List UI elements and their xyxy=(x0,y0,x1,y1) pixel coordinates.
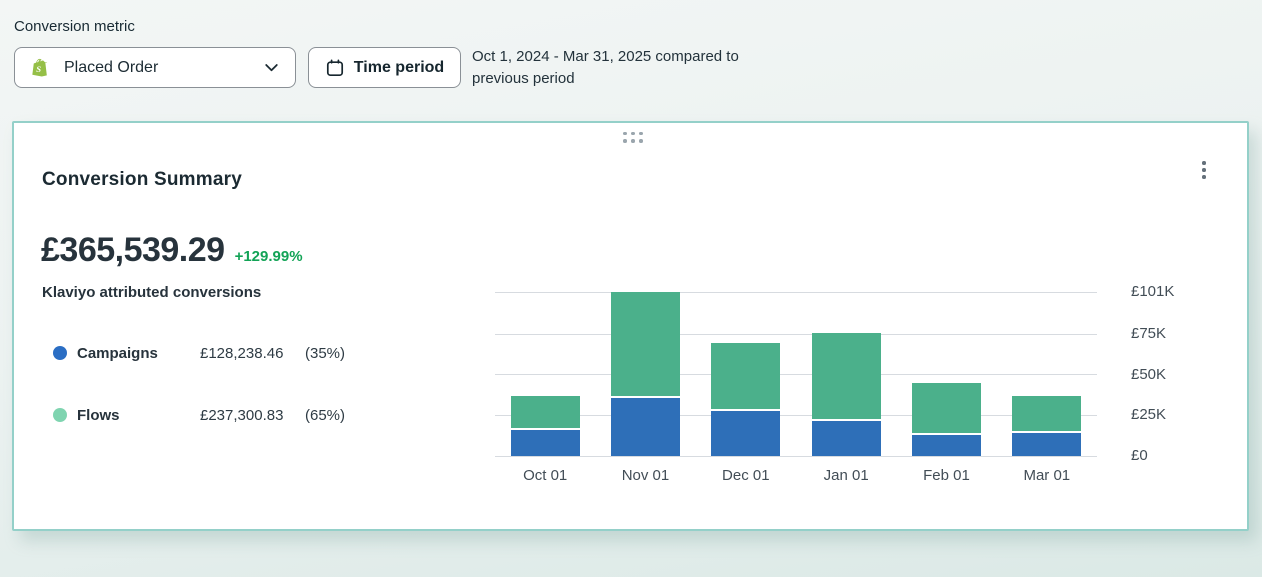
shopify-icon: S xyxy=(30,57,52,79)
legend-value: £128,238.46 xyxy=(200,344,284,362)
legend-item-campaigns[interactable]: Campaigns £128,238.46 (35%) xyxy=(53,344,345,362)
x-tick-label: Dec 01 xyxy=(722,467,770,484)
x-tick-label: Nov 01 xyxy=(621,467,670,484)
y-axis-labels: £0 £25K £50K £75K £101K xyxy=(1131,283,1226,464)
x-axis-labels: Oct 01 Nov 01 Dec 01 Jan 01 Feb 01 Mar 01 xyxy=(495,467,1097,489)
svg-text:S: S xyxy=(36,63,41,73)
x-tick-label: Mar 01 xyxy=(1023,467,1071,484)
x-tick-label: Oct 01 xyxy=(523,467,568,484)
x-tick-label: Jan 01 xyxy=(823,467,869,484)
date-range-text: Oct 1, 2024 - Mar 31, 2025 compared to p… xyxy=(472,48,739,87)
calendar-icon xyxy=(325,58,345,78)
flows-color-dot xyxy=(53,408,67,422)
gridline xyxy=(495,455,1097,457)
y-tick-label: £25K xyxy=(1131,406,1167,424)
legend-percent: (35%) xyxy=(305,344,346,362)
chart-plot xyxy=(495,291,1097,457)
x-tick-label: Feb 01 xyxy=(923,467,970,484)
gridline xyxy=(495,291,1097,293)
legend-percent: (65%) xyxy=(305,406,346,424)
y-tick-label: £101K xyxy=(1131,283,1175,300)
time-period-button[interactable]: Time period xyxy=(308,47,461,88)
legend-label: Flows xyxy=(77,406,120,424)
conversion-metric-value: Placed Order xyxy=(64,58,159,76)
conversion-metric-label: Conversion metric xyxy=(14,18,135,35)
conversion-summary-card: Conversion Summary £365,539.29 +129.99% … xyxy=(12,121,1249,531)
kebab-menu-icon[interactable] xyxy=(1190,153,1218,187)
y-tick-label: £50K xyxy=(1131,365,1167,383)
delta-percent-badge: +129.99% xyxy=(234,248,303,265)
bar-segment-flows[interactable] xyxy=(611,292,680,396)
bar-segment-flows[interactable] xyxy=(711,342,781,410)
bar-segment-campaigns[interactable] xyxy=(811,421,881,456)
legend-label: Campaigns xyxy=(77,344,158,362)
time-period-label: Time period xyxy=(353,58,445,76)
y-tick-label: £0 xyxy=(1131,447,1148,464)
total-conversions-value: £365,539.29 xyxy=(41,231,225,269)
bar-segment-campaigns[interactable] xyxy=(912,434,981,456)
drag-handle-icon[interactable] xyxy=(619,129,647,145)
gridline xyxy=(495,374,1097,376)
card-title: Conversion Summary xyxy=(42,169,242,190)
legend-item-flows[interactable]: Flows £237,300.83 (65%) xyxy=(53,406,345,424)
bar-segment-flows[interactable] xyxy=(510,396,580,429)
chevron-down-icon xyxy=(262,58,281,77)
bar-segment-campaigns[interactable] xyxy=(611,397,680,456)
conversion-metric-dropdown[interactable]: S Placed Order xyxy=(14,47,296,88)
bar-segment-flows[interactable] xyxy=(912,382,981,433)
card-subtitle: Klaviyo attributed conversions xyxy=(42,284,262,301)
legend-value: £237,300.83 xyxy=(200,406,284,424)
campaigns-color-dot xyxy=(53,346,67,360)
bar-segment-flows[interactable] xyxy=(811,333,881,420)
gridline xyxy=(495,333,1097,335)
bar-segment-campaigns[interactable] xyxy=(1012,432,1082,456)
gridline xyxy=(495,414,1097,416)
bar-segment-campaigns[interactable] xyxy=(711,411,781,456)
bar-segment-campaigns[interactable] xyxy=(510,430,580,456)
y-tick-label: £75K xyxy=(1131,325,1167,343)
bar-segment-flows[interactable] xyxy=(1012,395,1082,431)
